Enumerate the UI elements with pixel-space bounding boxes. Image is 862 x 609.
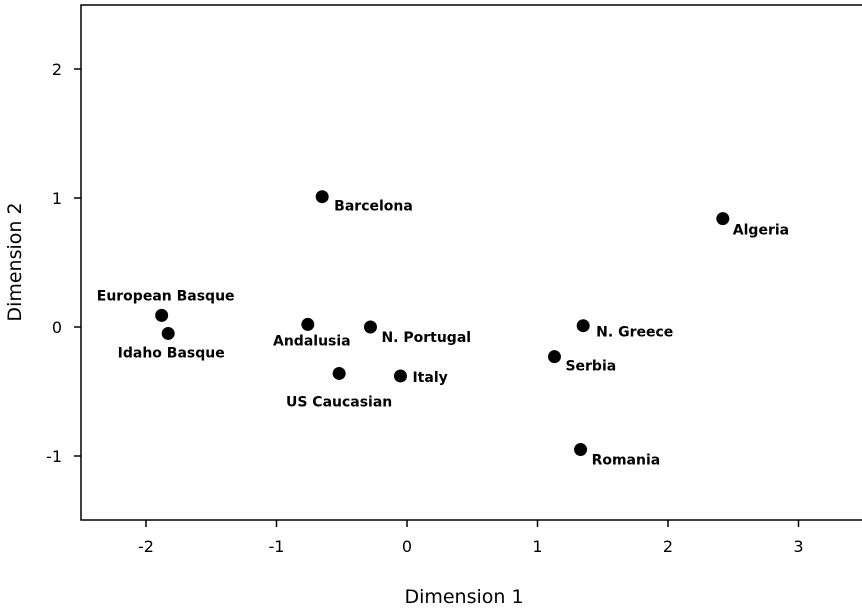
x-tick-label: 1: [532, 537, 542, 556]
data-point-idaho-basque: [161, 326, 175, 340]
data-point-n-greece: [576, 319, 590, 333]
point-label-us-caucasian: US Caucasian: [286, 394, 392, 410]
data-point-algeria: [716, 212, 730, 226]
y-axis-title: Dimension 2: [4, 202, 26, 321]
data-points: Barcelona Algeria European Basque Idaho Bas…: [97, 190, 789, 469]
point-label-andalusia: Andalusia: [273, 333, 351, 349]
data-point-andalusia: [301, 317, 315, 331]
data-point-european-basque: [155, 308, 169, 322]
x-tick-label: -1: [269, 537, 285, 556]
y-tick-label: 2: [52, 60, 62, 79]
x-tick-label: 2: [663, 537, 673, 556]
point-label-n-portugal: N. Portugal: [381, 330, 471, 346]
point-label-serbia: Serbia: [565, 359, 616, 375]
point-label-n-greece: N. Greece: [596, 325, 673, 341]
x-tick-label: 0: [402, 537, 412, 556]
x-tick-label: -2: [138, 537, 154, 556]
point-label-european-basque: European Basque: [97, 288, 235, 304]
y-tick-label: 1: [52, 189, 62, 208]
point-label-italy: Italy: [412, 370, 447, 386]
y-tick-label: 0: [52, 318, 62, 337]
data-point-us-caucasian: [332, 366, 346, 380]
data-point-serbia: [547, 350, 561, 364]
point-label-barcelona: Barcelona: [334, 199, 413, 215]
data-point-n-portugal: [363, 320, 377, 334]
data-point-italy: [393, 369, 407, 383]
y-tick-label: -1: [46, 447, 62, 466]
plot-frame: [80, 4, 862, 521]
x-tick-label: 3: [793, 537, 803, 556]
point-label-romania: Romania: [592, 453, 661, 469]
y-axis: -1 0 1 2: [46, 60, 81, 466]
point-label-idaho-basque: Idaho Basque: [118, 345, 225, 361]
data-point-barcelona: [315, 190, 329, 204]
point-label-algeria: Algeria: [733, 223, 789, 239]
x-axis: -2 -1 0 1 2 3: [138, 520, 804, 556]
data-point-romania: [574, 443, 588, 457]
x-axis-title: Dimension 1: [404, 586, 523, 608]
